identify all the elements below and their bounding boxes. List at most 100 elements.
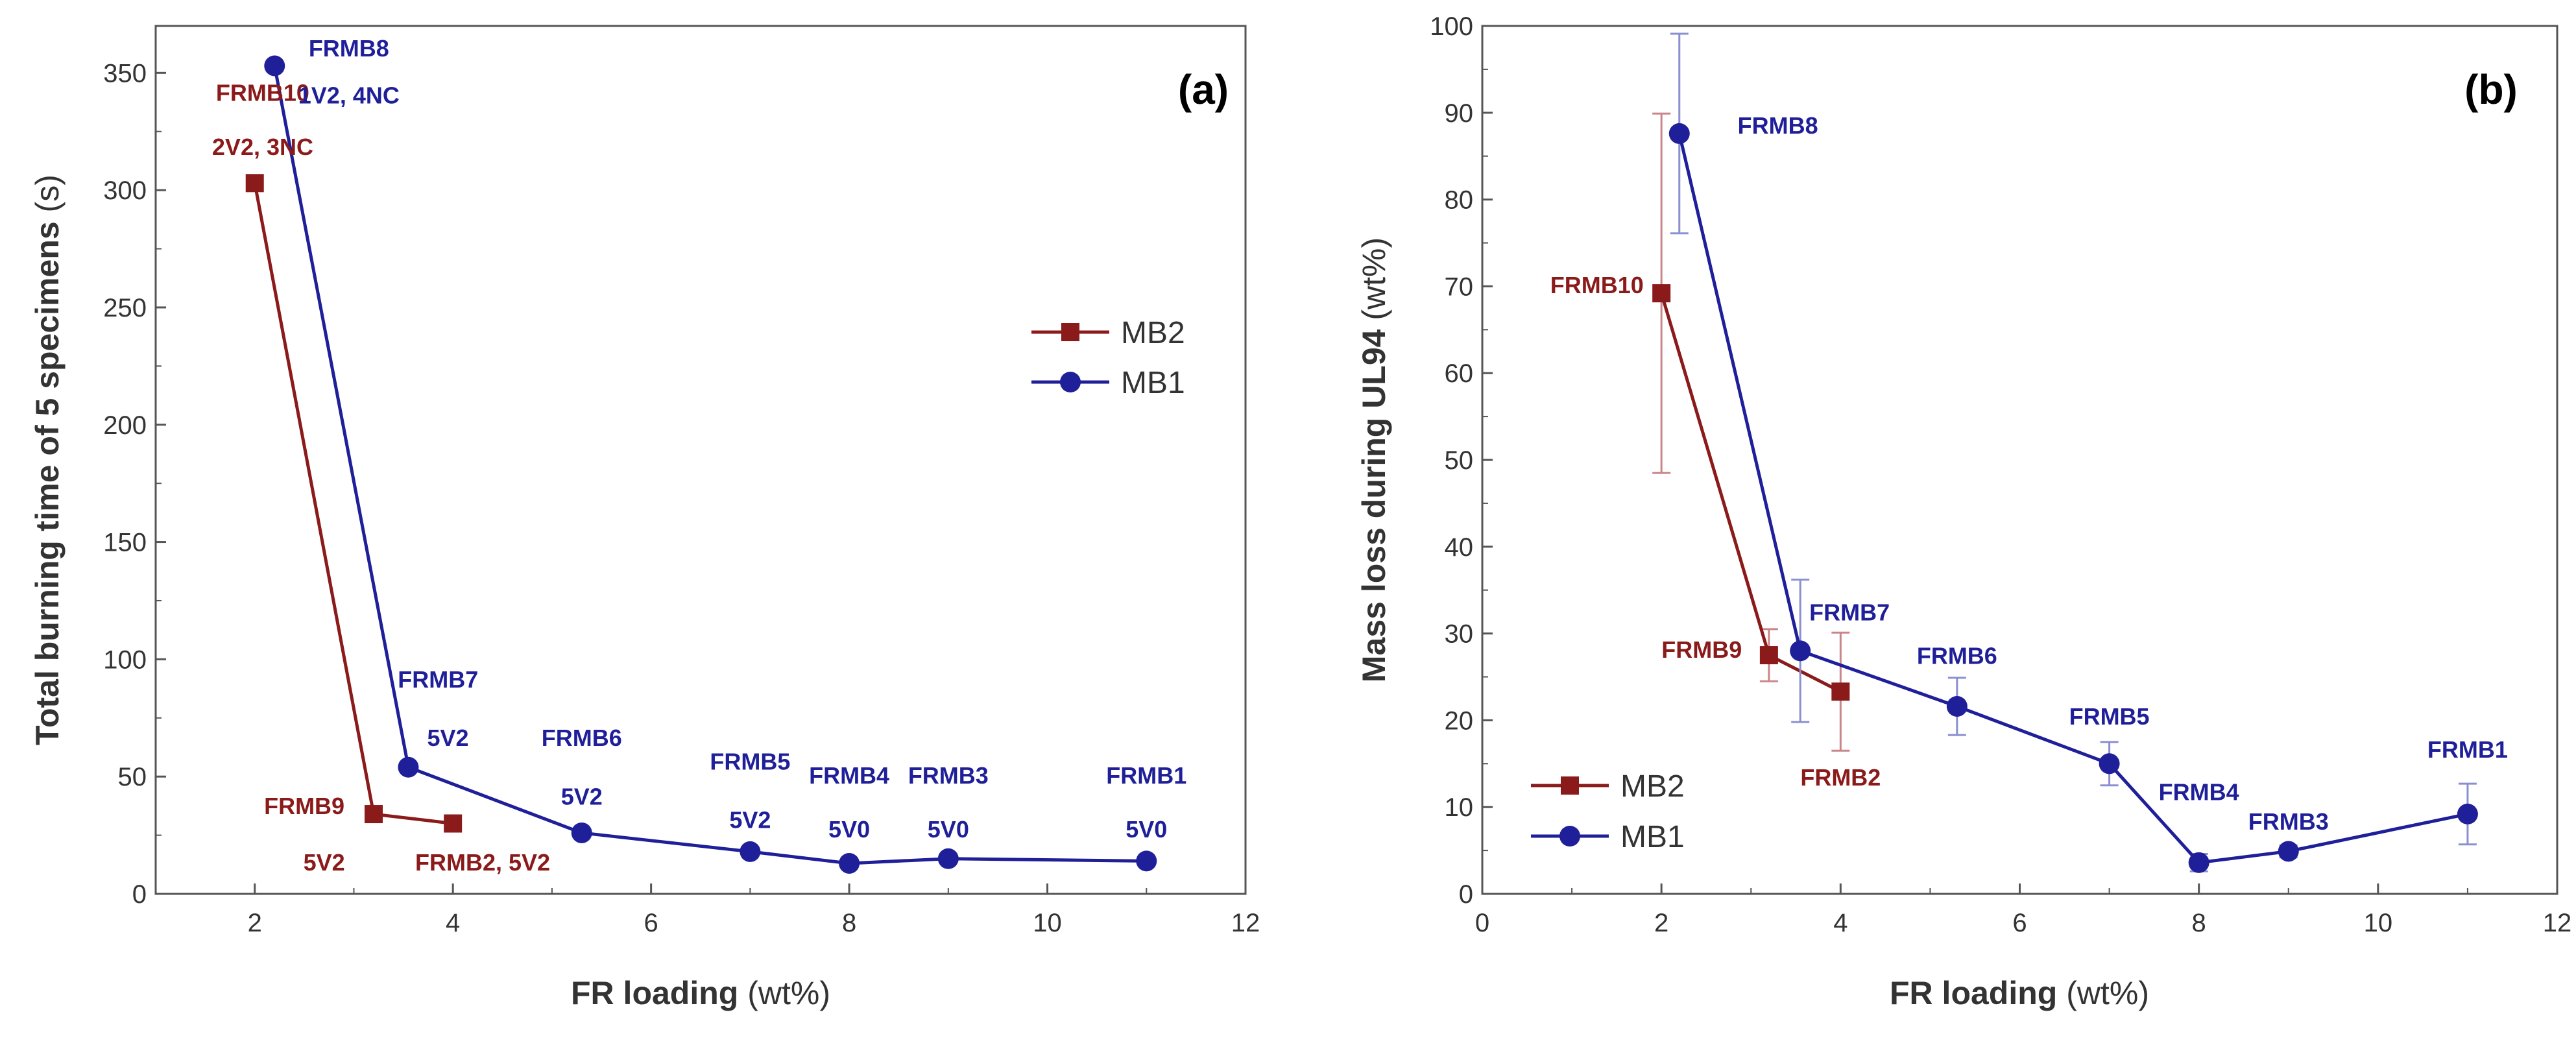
- point-annotation: 1V2, 4NC: [298, 82, 400, 108]
- x-tick-label: 0: [1475, 909, 1489, 937]
- y-axis-title-unit: (wt%): [1356, 237, 1392, 320]
- point-annotation: 5V0: [928, 816, 969, 843]
- point-annotation: 5V2: [427, 725, 469, 751]
- point-annotation: 5V2: [304, 849, 345, 876]
- y-tick-label: 10: [1445, 793, 1474, 822]
- x-tick-label: 10: [2364, 909, 2393, 937]
- point-annotation: FRMB1: [1106, 762, 1186, 789]
- point-annotation: 5V0: [828, 816, 870, 843]
- y-tick-label: 50: [118, 763, 147, 791]
- y-axis-title-unit: (s): [29, 174, 66, 212]
- point-annotation: FRMB8: [309, 35, 389, 62]
- point-annotation: FRMB3: [2248, 808, 2329, 835]
- point-annotation: 5V2: [729, 807, 771, 834]
- x-tick-label: 8: [2192, 909, 2206, 937]
- series-mb2: [245, 174, 463, 833]
- legend-marker-square: [1561, 776, 1579, 795]
- y-tick-label: 70: [1445, 272, 1474, 301]
- point-annotation: FRMB2, 5V2: [415, 849, 550, 876]
- y-tick-label: 50: [1445, 446, 1474, 475]
- y-axis-title-main: Mass loss during UL94: [1356, 320, 1392, 682]
- y-tick-label: 250: [103, 294, 147, 322]
- point-annotation: FRMB7: [1809, 599, 1890, 626]
- series-line: [272, 66, 1147, 865]
- x-tick-label: 12: [2543, 909, 2572, 937]
- y-tick-label: 100: [1430, 12, 1473, 41]
- y-tick-label: 0: [132, 880, 147, 909]
- point-annotation: FRMB5: [2069, 703, 2150, 730]
- point-annotation: FRMB9: [264, 793, 344, 819]
- point-annotation: FRMB3: [908, 762, 989, 789]
- legend-marker-circle: [1559, 826, 1580, 847]
- point-annotation: FRMB7: [398, 666, 478, 693]
- point-annotation: FRMB9: [1661, 636, 1742, 663]
- legend-label: MB1: [1121, 366, 1185, 400]
- legend-label: MB1: [1620, 820, 1685, 854]
- legend-marker-square: [1061, 323, 1079, 341]
- x-tick-label: 12: [1231, 909, 1260, 937]
- x-axis-title-main: FR loading: [571, 975, 747, 1011]
- y-tick-label: 90: [1445, 99, 1474, 128]
- series-line: [253, 182, 453, 825]
- legend-label: MB2: [1620, 769, 1685, 804]
- x-axis-title-main: FR loading: [1890, 975, 2066, 1011]
- x-tick-label: 6: [644, 909, 658, 937]
- data-point-circle: [839, 852, 860, 874]
- data-point-square: [1652, 284, 1671, 303]
- point-annotation: 5V0: [1125, 816, 1167, 843]
- y-tick-label: 20: [1445, 706, 1474, 735]
- panel-label: (a): [1178, 66, 1229, 113]
- y-tick-label: 200: [103, 411, 147, 440]
- y-axis-title: Total burning time of 5 specimens (s): [29, 174, 66, 745]
- series-line: [1678, 133, 2468, 865]
- data-point-square: [365, 805, 383, 824]
- point-annotation: FRMB10: [216, 80, 309, 106]
- y-tick-label: 150: [103, 529, 147, 557]
- x-tick-label: 8: [842, 909, 856, 937]
- point-annotation: FRMB4: [2159, 778, 2239, 805]
- point-annotation: FRMB10: [1550, 272, 1644, 298]
- x-tick-label: 6: [2012, 909, 2027, 937]
- data-point-circle: [2099, 753, 2120, 775]
- x-tick-label: 10: [1033, 909, 1062, 937]
- series-mb2: [1652, 112, 1850, 752]
- data-point-circle: [937, 848, 959, 869]
- point-annotation: FRMB5: [710, 748, 790, 775]
- y-tick-label: 300: [103, 176, 147, 205]
- series-mb1: [1668, 32, 2478, 873]
- point-annotation: FRMB6: [1917, 642, 1997, 669]
- point-annotation: 2V2, 3NC: [212, 134, 313, 160]
- point-annotation: 5V2: [561, 784, 603, 810]
- point-annotation: FRMB2: [1800, 764, 1881, 791]
- plot-frame: [154, 25, 1247, 895]
- data-point-circle: [398, 756, 419, 778]
- data-point-circle: [1668, 123, 1690, 144]
- y-tick-label: 0: [1459, 880, 1473, 909]
- x-tick-label: 4: [1833, 909, 1848, 937]
- point-annotation: FRMB4: [809, 762, 889, 789]
- y-tick-label: 60: [1445, 359, 1474, 388]
- data-point-circle: [1790, 640, 1811, 662]
- y-tick-label: 30: [1445, 620, 1474, 649]
- data-point-square: [444, 814, 463, 833]
- data-point-circle: [264, 55, 285, 77]
- y-tick-label: 350: [103, 59, 147, 88]
- data-point-circle: [740, 841, 761, 862]
- data-point-circle: [1946, 695, 1968, 717]
- data-point-square: [245, 174, 264, 193]
- x-tick-label: 2: [248, 909, 262, 937]
- x-axis-title: FR loading (wt%): [1890, 975, 2149, 1011]
- data-point-circle: [2457, 803, 2478, 824]
- chart-panel-a: 2 4 6 8 10 12 0 50 100 150 200 250 300 350 FR loading …: [29, 25, 1260, 1011]
- point-annotation: FRMB8: [1738, 112, 1818, 139]
- data-point-circle: [571, 822, 592, 843]
- point-annotation: FRMB1: [2427, 736, 2508, 763]
- plot-frame: [1481, 25, 2558, 895]
- data-point-circle: [2278, 841, 2299, 862]
- y-axis-title: Mass loss during UL94 (wt%): [1356, 237, 1392, 682]
- x-tick-label: 2: [1654, 909, 1668, 937]
- point-annotation: FRMB6: [542, 725, 622, 751]
